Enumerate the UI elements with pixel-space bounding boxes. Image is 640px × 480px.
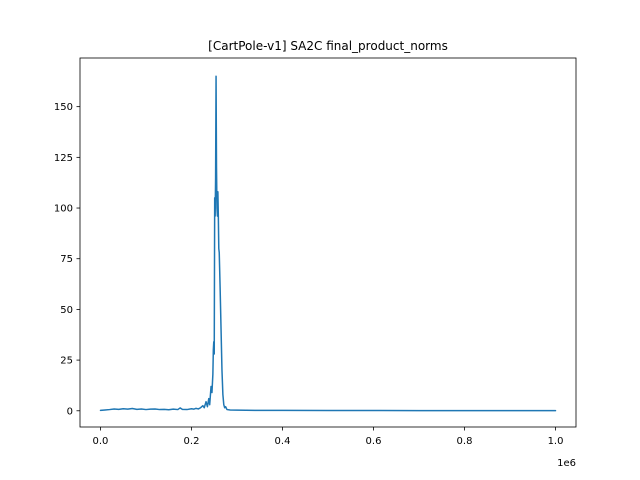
y-tick-label-2: 50: [60, 305, 73, 316]
plot-area: 0.0 0.2 0.4 0.6 0.8 1.0 0 25 50 75 100 125 150: [54, 57, 577, 447]
y-tick-label-1: 25: [60, 356, 73, 367]
x-tick-label-1: 0.2: [184, 436, 200, 447]
chart-title: [CartPole-v1] SA2C final_product_norms: [208, 39, 448, 53]
y-tick-label-5: 125: [54, 153, 73, 164]
y-tick-label-6: 150: [54, 102, 73, 113]
y-tick-label-3: 75: [60, 254, 73, 265]
x-tick-label-5: 1.0: [548, 436, 564, 447]
y-tick-label-0: 0: [67, 406, 73, 417]
x-tick-label-2: 0.4: [275, 436, 291, 447]
axes-frame: [79, 57, 577, 428]
y-tick-label-4: 100: [54, 204, 73, 215]
series-line-0: [99, 75, 557, 412]
x-offset-text: 1e6: [557, 458, 576, 469]
x-tick-label-4: 0.8: [457, 436, 473, 447]
x-tick-label-0: 0.0: [93, 436, 109, 447]
x-tick-label-3: 0.6: [366, 436, 382, 447]
